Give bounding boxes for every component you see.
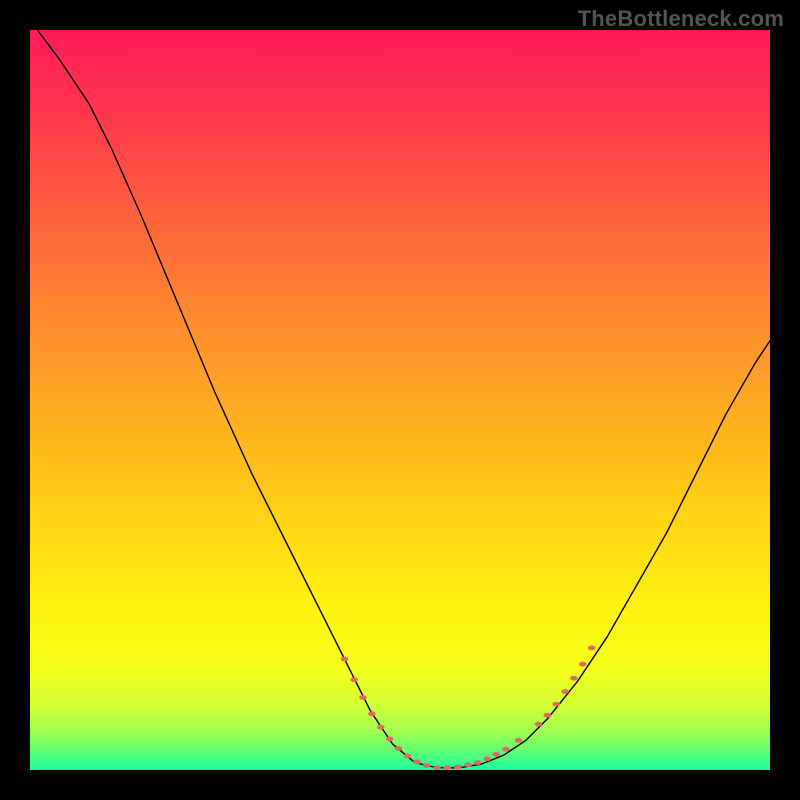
watermark-text: TheBottleneck.com <box>578 6 784 32</box>
plot-area <box>30 30 770 770</box>
chart-frame: TheBottleneck.com <box>0 0 800 800</box>
plot-svg <box>30 30 770 770</box>
